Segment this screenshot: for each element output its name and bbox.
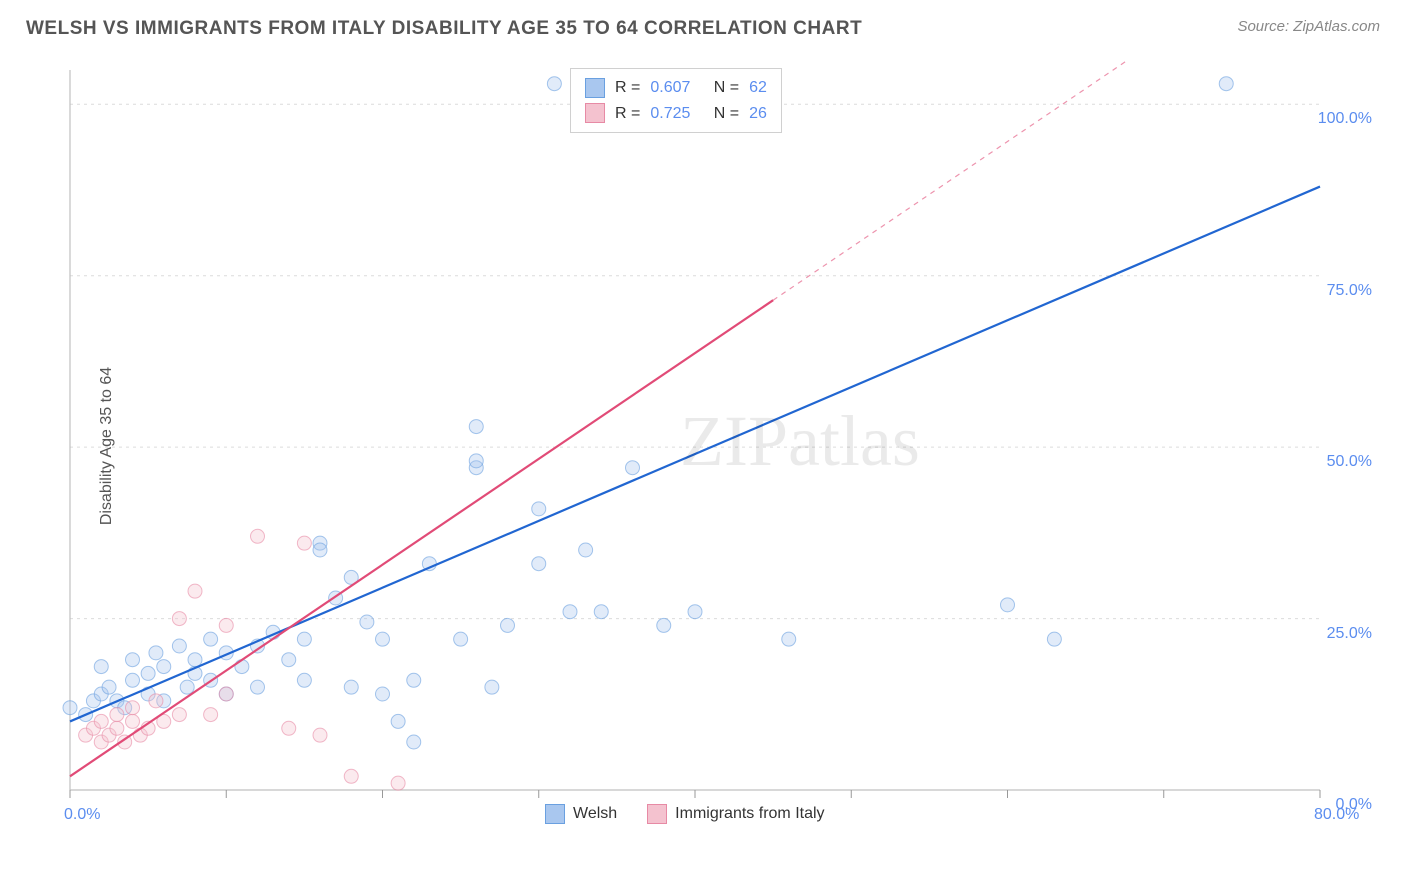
legend-item: Immigrants from Italy — [647, 804, 824, 824]
legend-n-value: 62 — [749, 75, 767, 101]
legend-series-name: Welsh — [573, 805, 617, 823]
legend-row: R = 0.725 N = 26 — [585, 101, 767, 127]
scatter-plot — [60, 60, 1380, 840]
legend-swatch — [647, 804, 667, 824]
source-attribution: Source: ZipAtlas.com — [1237, 18, 1380, 35]
chart-area: ZIPatlas R = 0.607 N = 62R = 0.725 N = 2… — [60, 60, 1380, 840]
y-tick-label: 50.0% — [1327, 453, 1372, 471]
legend-r-label: R = — [615, 101, 640, 127]
legend-n-value: 26 — [749, 101, 767, 127]
legend-swatch — [545, 804, 565, 824]
legend-swatch — [585, 78, 605, 98]
y-tick-label: 25.0% — [1327, 625, 1372, 643]
chart-title: WELSH VS IMMIGRANTS FROM ITALY DISABILIT… — [26, 18, 862, 40]
correlation-legend: R = 0.607 N = 62R = 0.725 N = 26 — [570, 68, 782, 133]
legend-item: Welsh — [545, 804, 617, 824]
legend-r-value: 0.607 — [650, 75, 690, 101]
legend-row: R = 0.607 N = 62 — [585, 75, 767, 101]
legend-r-label: R = — [615, 75, 640, 101]
y-tick-label: 75.0% — [1327, 282, 1372, 300]
legend-r-value: 0.725 — [650, 101, 690, 127]
y-tick-label: 100.0% — [1318, 110, 1372, 128]
x-tick-label: 80.0% — [1314, 806, 1359, 824]
legend-n-label: N = — [700, 75, 739, 101]
x-tick-label: 0.0% — [64, 806, 100, 824]
series-legend: Welsh Immigrants from Italy — [545, 804, 825, 824]
legend-swatch — [585, 103, 605, 123]
legend-series-name: Immigrants from Italy — [675, 805, 824, 823]
legend-n-label: N = — [700, 101, 739, 127]
